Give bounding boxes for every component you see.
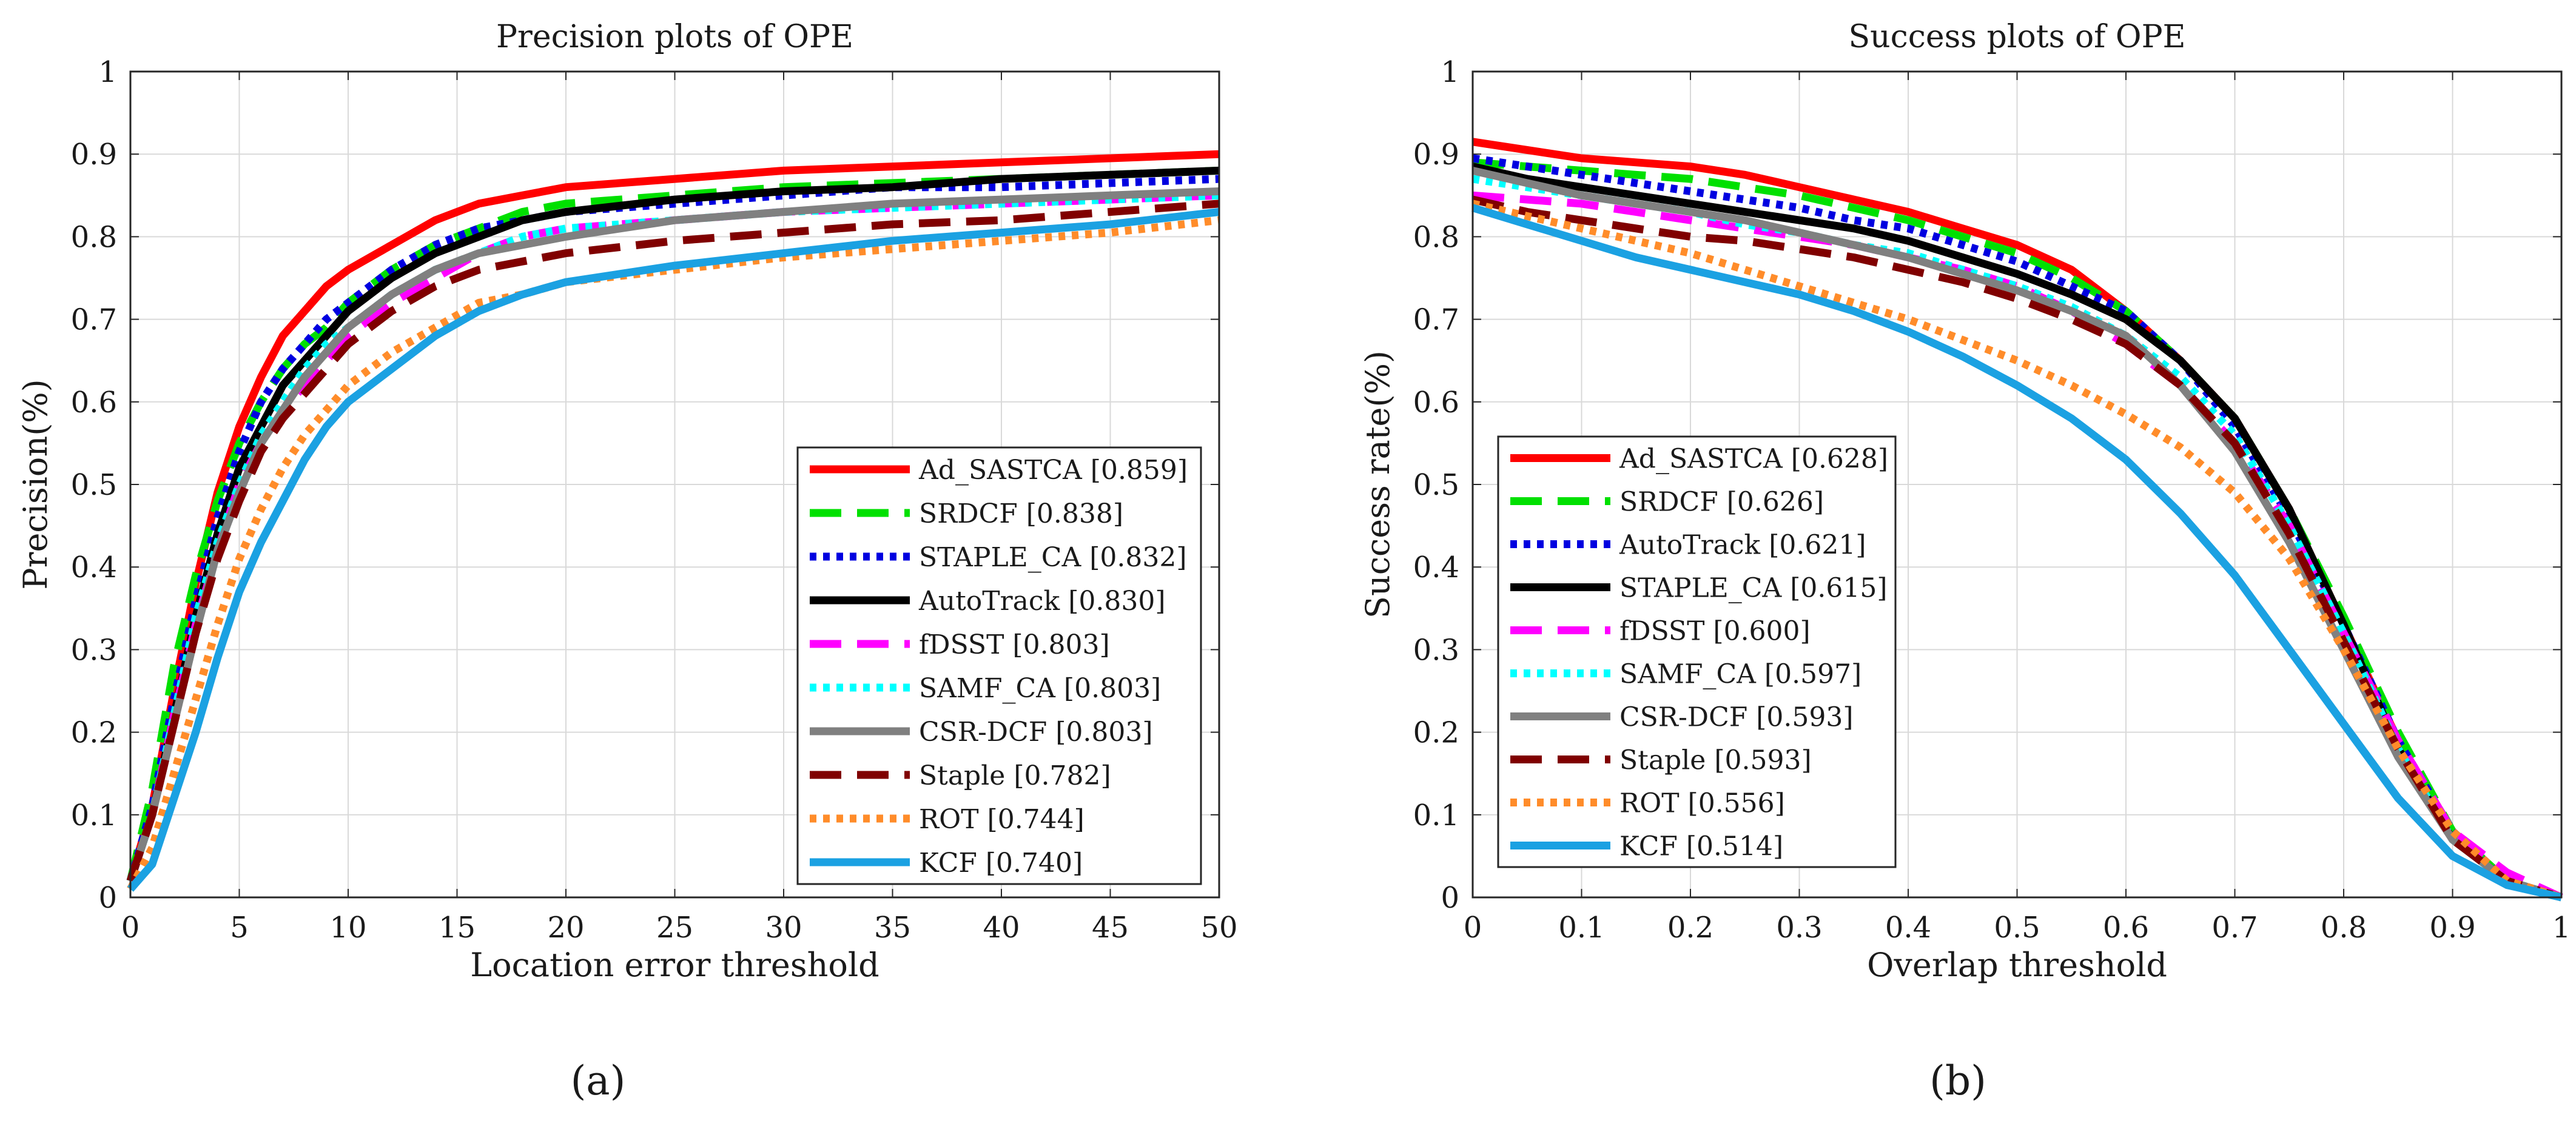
x-tick-label: 20 [547,911,584,945]
series-line-9 [1471,204,2563,902]
x-tick-label: 0.9 [2429,911,2475,945]
legend-label-6: CSR-DCF [0.803] [919,717,1153,748]
y-tick-label: 1 [98,55,117,89]
y-tick-label: 0.5 [71,468,117,502]
legend-label-7: Staple [0.593] [1619,745,1812,776]
legend-label-6: CSR-DCF [0.593] [1619,702,1854,733]
series-line-9 [127,208,1220,892]
x-tick-label: 25 [656,911,693,945]
y-tick-label: 0 [1441,881,1459,915]
x-tick-label: 0.2 [1667,911,1713,945]
chart-title: Precision plots of OPE [496,19,853,55]
x-tick-label: 15 [439,911,476,945]
y-tick-label: 0.2 [71,716,117,750]
y-tick-label: 0.6 [71,386,117,420]
legend: Ad_SASTCA [0.859] SRDCF [0.838] STAPLE_CA … [796,446,1202,885]
precision-plot: 0 5 10 15 20 25 30 35 40 45 50 0 0.1 0.2 0.3 0.4 0.5 0.6 0… [16,19,1238,984]
series-line-2 [126,175,1220,882]
y-tick-label: 0.3 [1413,633,1459,667]
y-tick-label: 0.4 [71,551,117,585]
legend-label-3: AutoTrack [0.830] [918,586,1165,617]
x-tick-label: 35 [874,911,911,945]
x-tick-label: 1 [2552,911,2571,945]
legend-label-9: KCF [0.740] [919,848,1083,879]
y-tick-label: 0.7 [71,303,117,337]
y-tick-label: 0 [98,881,117,915]
y-tick-label: 0.9 [71,138,117,172]
y-tick-label: 0.1 [1413,799,1459,833]
legend-label-1: SRDCF [0.838] [919,498,1123,529]
x-tick-label: 0.6 [2103,911,2149,945]
legend-label-1: SRDCF [0.626] [1619,487,1824,518]
y-tick-label: 0.8 [1413,220,1459,254]
y-tick-label: 0.7 [1413,303,1459,337]
y-axis-label: Precision(%) [16,379,55,589]
legend-label-7: Staple [0.782] [919,760,1111,791]
legend-label-5: SAMF_CA [0.597] [1619,659,1861,690]
y-tick-label: 0.2 [1413,716,1459,750]
legend-label-3: STAPLE_CA [0.615] [1619,573,1888,604]
y-tick-label: 0.5 [1413,468,1459,502]
x-axis-label: Location error threshold [470,946,879,984]
legend-label-2: AutoTrack [0.621] [1619,530,1866,561]
legend-label-4: fDSST [0.600] [1619,616,1811,647]
caption-b: (b) [1929,1057,1986,1104]
x-tick-label: 40 [983,911,1020,945]
success-plot: 0 0.1 0.2 0.3 0.4 0.5 0.6 0.7 0.8 0.9 1 0 0.1 0.2 0.3 0… [1359,19,2571,984]
x-axis-label: Overlap threshold [1867,946,2167,984]
legend: Ad_SASTCA [0.628] SRDCF [0.626] AutoTrack … [1497,435,1897,868]
x-tick-label: 0.1 [1558,911,1604,945]
series-line-8 [127,216,1220,891]
legend-label-2: STAPLE_CA [0.832] [919,542,1187,573]
y-tick-label: 1 [1441,55,1459,89]
y-tick-label: 0.9 [1413,138,1459,172]
series-group [1471,138,2563,902]
legend-label-5: SAMF_CA [0.803] [919,673,1161,704]
y-tick-label: 0.6 [1413,386,1459,420]
x-tick-label: 0.8 [2321,911,2367,945]
x-tick-label: 45 [1092,911,1129,945]
x-tick-label: 0 [121,911,140,945]
legend-label-8: ROT [0.744] [919,804,1085,835]
y-tick-label: 0.4 [1413,551,1459,585]
series-line-1 [126,166,1220,882]
series-group [126,150,1220,892]
x-tick-label: 30 [765,911,802,945]
x-tick-label: 0 [1464,911,1482,945]
x-tick-label: 0.7 [2211,911,2258,945]
axes-frame [1471,70,2563,899]
y-tick-label: 0.3 [71,633,117,667]
legend-label-4: fDSST [0.803] [919,629,1110,660]
chart-title: Success plots of OPE [1848,19,2185,55]
legend-box [1497,435,1897,868]
y-axis-label: Success rate(%) [1359,350,1397,618]
legend-label-9: KCF [0.514] [1619,831,1783,862]
caption-a: (a) [571,1057,626,1104]
legend-label-8: ROT [0.556] [1619,788,1785,819]
x-tick-label: 50 [1200,911,1237,945]
x-tick-label: 0.3 [1776,911,1822,945]
series-line-7 [126,199,1220,882]
y-tick-label: 0.8 [71,220,117,254]
x-tick-label: 0.5 [1994,911,2040,945]
axes-frame [129,70,1220,899]
x-tick-label: 0.4 [1885,911,1931,945]
legend-box [796,446,1202,885]
legend-label-0: Ad_SASTCA [0.859] [918,455,1188,486]
legend-label-0: Ad_SASTCA [0.628] [1619,444,1888,475]
y-tick-label: 0.1 [71,799,117,833]
x-tick-label: 10 [329,911,366,945]
x-tick-label: 5 [230,911,249,945]
series-line-3 [1471,162,2563,902]
